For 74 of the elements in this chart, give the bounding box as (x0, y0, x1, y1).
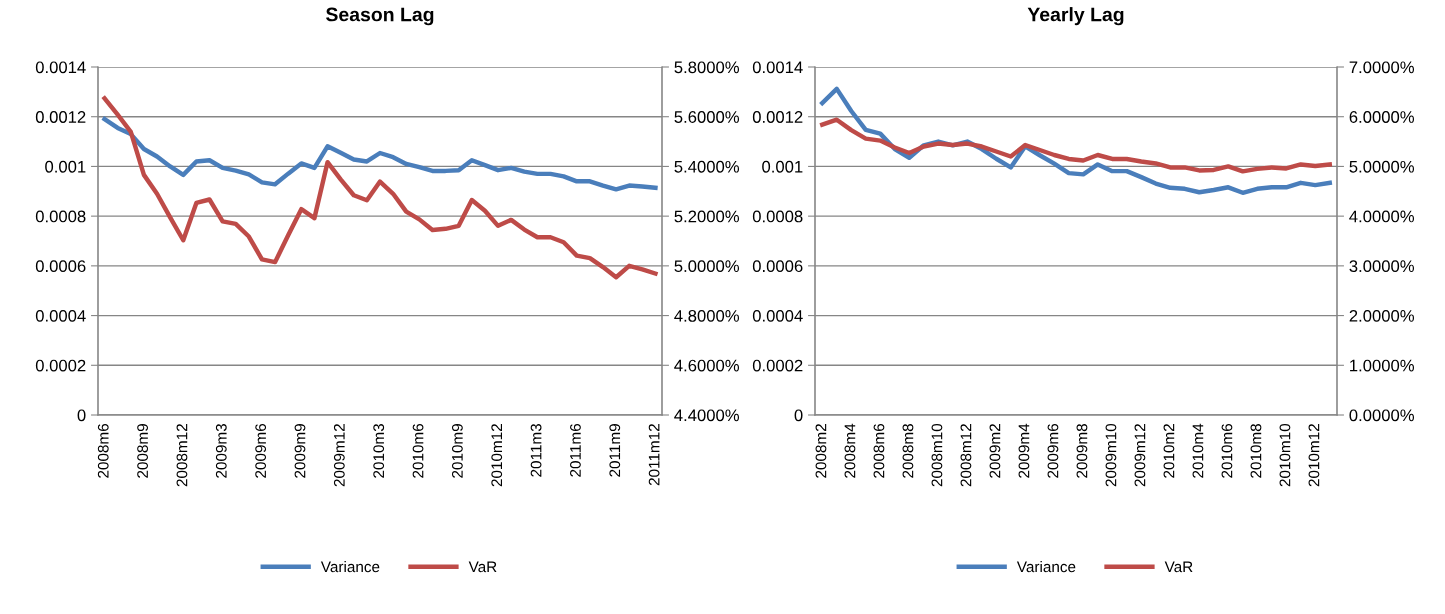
y-tick-label: 0.0012 (752, 111, 803, 123)
x-tick-label: 2008m8 (902, 423, 914, 478)
y-tick-label: 0.0008 (752, 210, 803, 223)
x-tick-label: 2011m6 (570, 424, 581, 477)
x-tick-label: 2010m12 (491, 424, 503, 487)
x-tick-label: 2010m10 (1279, 423, 1291, 487)
y-tick-label: 0.0012 (35, 111, 86, 123)
y-tick-label: 0.0004 (752, 309, 803, 322)
x-tick-label: 2008m6 (873, 424, 885, 478)
y2-tick-label: 4.0000% (1349, 210, 1415, 223)
y-tick-label: 0.0002 (752, 359, 803, 372)
x-tick-label: 2011m12 (648, 424, 660, 486)
y-tick-label: 0.001 (45, 160, 86, 173)
y-tick-label: 0 (794, 409, 803, 422)
y2-tick-label: 4.8000% (674, 309, 740, 322)
x-tick-label: 2010m12 (1308, 424, 1320, 487)
y2-tick-label: 0.0000% (1349, 409, 1415, 422)
y-tick-label: 0.0008 (35, 210, 86, 223)
y2-tick-label: 5.2000% (674, 210, 740, 223)
y2-tick-label: 1.0000% (1350, 359, 1415, 372)
legend-label: Variance (320, 561, 380, 573)
x-tick-label: 2010m3 (373, 424, 385, 478)
x-tick-label: 2009m8 (1076, 423, 1088, 478)
y-tick-label: 0.001 (762, 160, 803, 173)
y-tick-label: 0.0006 (35, 260, 86, 273)
x-tick-label: 2010m9 (451, 424, 463, 478)
x-tick-label: 2011m9 (609, 424, 621, 477)
y2-tick-label: 7.0000% (1349, 61, 1415, 74)
x-tick-label: 2009m2 (989, 424, 1001, 478)
x-tick-label: 2009m9 (294, 424, 306, 478)
x-tick-label: 2008m9 (137, 424, 149, 478)
y-tick-label: 0 (77, 409, 86, 422)
y2-tick-label: 5.0000% (674, 260, 740, 273)
x-tick-label: 2008m12 (176, 424, 188, 487)
y2-tick-label: 5.6000% (674, 111, 740, 123)
y2-tick-label: 3.0000% (1349, 260, 1415, 273)
y2-tick-label: 2.0000% (1349, 309, 1415, 322)
x-tick-label: 2008m4 (844, 423, 856, 478)
x-tick-label: 2010m6 (1221, 424, 1233, 478)
chart-title: Yearly Lag (1027, 7, 1124, 26)
x-tick-label: 2008m10 (931, 423, 943, 487)
line-series (820, 117, 1332, 174)
legend-label: VaR (1164, 561, 1193, 573)
y2-tick-label: 5.4000% (674, 160, 740, 173)
y-tick-label: 0.0002 (35, 359, 86, 372)
y2-tick-label: 5.8000% (674, 61, 740, 74)
x-tick-label: 2008m2 (815, 424, 827, 478)
legend-label: Variance (1016, 561, 1076, 573)
y-tick-label: 0.0014 (35, 61, 86, 74)
y2-tick-label: 6.0000% (1349, 111, 1415, 123)
x-tick-label: 2008m6 (97, 424, 109, 478)
y2-tick-label: 4.4000% (674, 409, 740, 422)
x-tick-label: 2009m3 (215, 424, 227, 478)
y-tick-label: 0.0004 (35, 309, 86, 322)
x-tick-label: 2009m6 (1047, 424, 1059, 478)
x-tick-label: 2009m6 (255, 424, 267, 478)
x-tick-label: 2009m12 (1134, 424, 1146, 487)
line-series (102, 116, 658, 192)
x-tick-label: 2008m12 (960, 424, 972, 487)
y-tick-label: 0.0006 (752, 260, 803, 273)
x-tick-label: 2010m8 (1250, 423, 1262, 478)
x-tick-label: 2010m6 (412, 424, 424, 478)
x-tick-label: 2009m10 (1105, 423, 1117, 487)
y2-tick-label: 5.0000% (1349, 160, 1415, 173)
x-tick-label: 2010m4 (1192, 423, 1204, 478)
x-tick-label: 2010m2 (1163, 424, 1175, 478)
y2-tick-label: 4.6000% (674, 359, 740, 372)
x-tick-label: 2009m4 (1018, 423, 1030, 478)
chart-title: Season Lag (325, 7, 434, 26)
x-tick-label: 2009m12 (333, 424, 345, 487)
x-tick-label: 2011m3 (530, 424, 542, 477)
legend-label: VaR (468, 561, 497, 573)
y-tick-label: 0.0014 (752, 61, 803, 74)
line-series (102, 96, 658, 280)
